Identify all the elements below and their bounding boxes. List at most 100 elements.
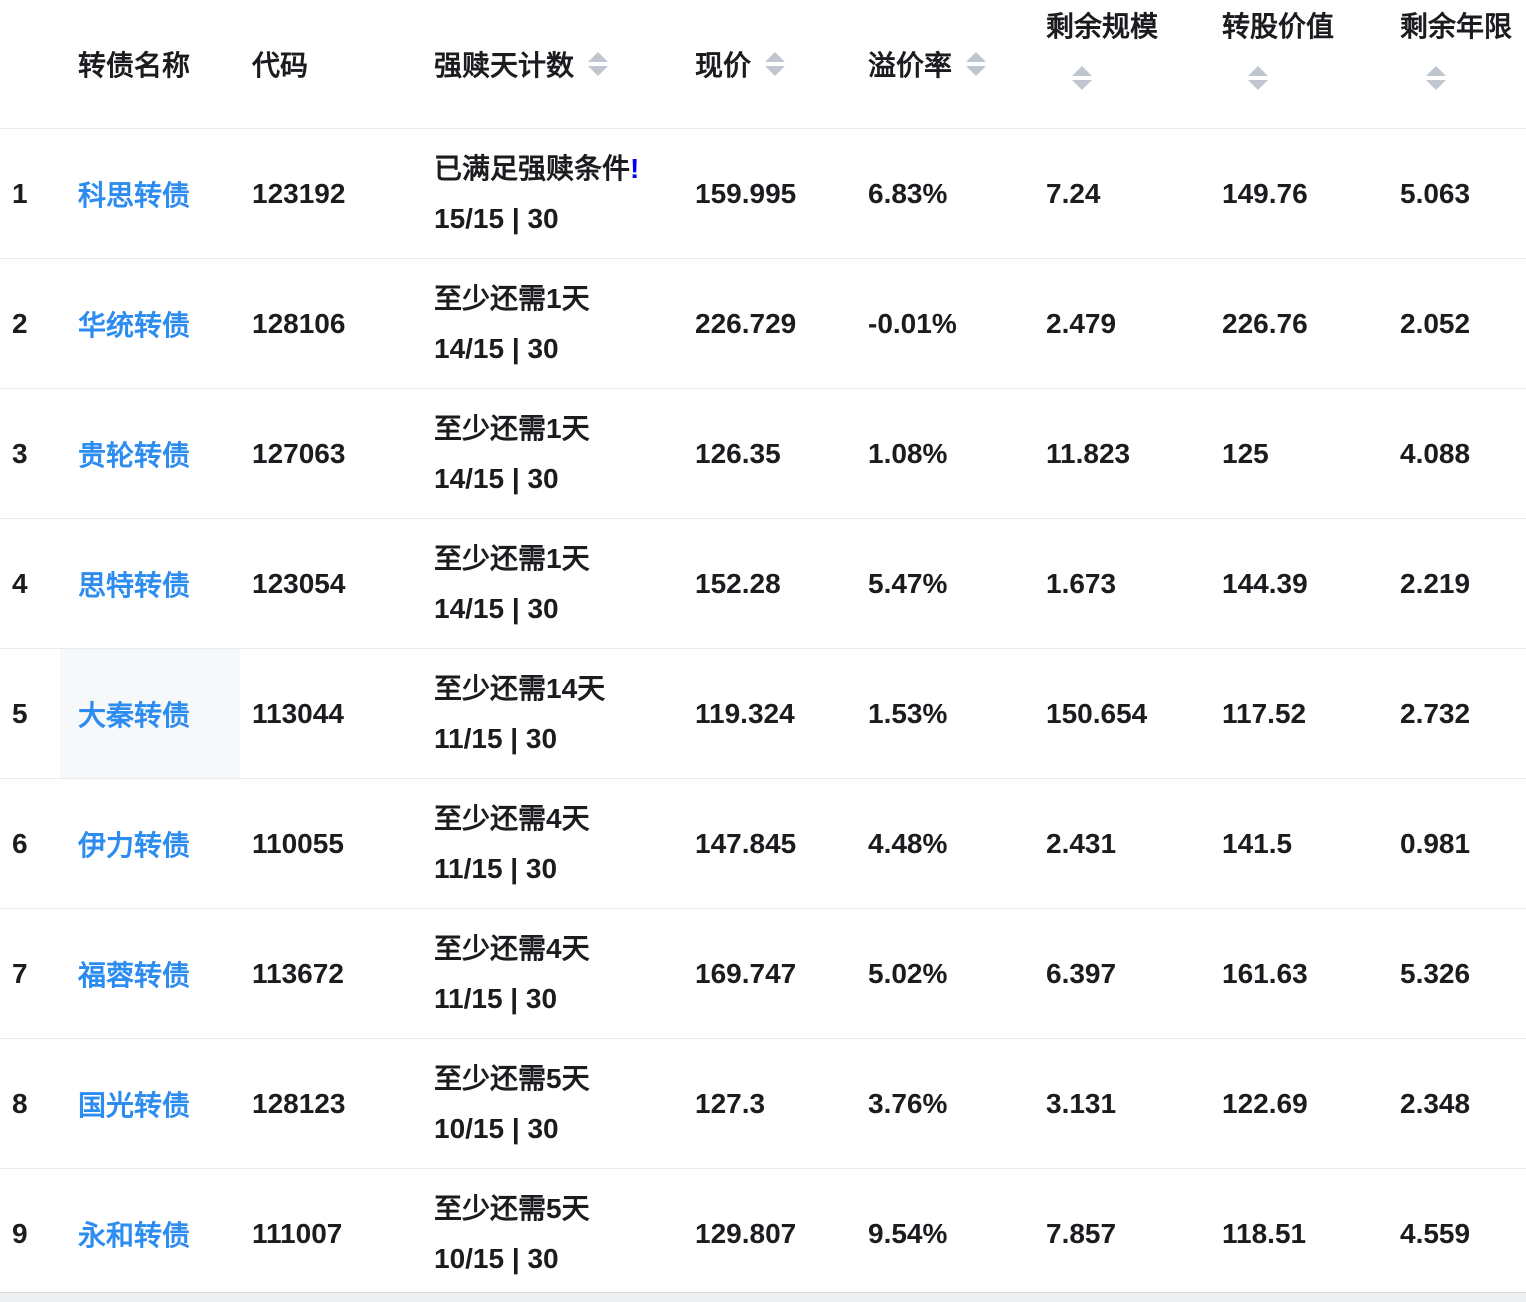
bond-name-cell: 科思转债 <box>60 128 240 259</box>
premium-rate: 4.48% <box>855 778 1035 909</box>
bond-name-link[interactable]: 国光转债 <box>78 1089 191 1121</box>
remaining-size: 1.673 <box>1035 518 1210 649</box>
header-label: 转债名称 <box>78 50 191 81</box>
bond-name-cell: 伊力转债 <box>60 778 240 909</box>
remaining-size: 2.479 <box>1035 258 1210 389</box>
header-index <box>0 0 60 129</box>
row-index: 3 <box>0 388 60 519</box>
premium-rate: 5.02% <box>855 908 1035 1039</box>
remaining-size: 2.431 <box>1035 778 1210 909</box>
table-row: 7 福蓉转债 113672 至少还需4天 11/15 | 30 169.747 … <box>0 908 1526 1039</box>
row-index: 4 <box>0 518 60 649</box>
premium-rate: 1.53% <box>855 648 1035 779</box>
bond-name-link[interactable]: 大秦转债 <box>78 699 191 731</box>
conversion-value: 161.63 <box>1210 908 1390 1039</box>
premium-rate: 5.47% <box>855 518 1035 649</box>
redeem-count-cell: 至少还需1天 14/15 | 30 <box>420 258 680 389</box>
row-index: 1 <box>0 128 60 259</box>
bond-code: 123192 <box>240 128 420 259</box>
remaining-years: 4.088 <box>1390 388 1526 519</box>
row-index: 5 <box>0 648 60 779</box>
header-row: 转债名称 代码 强赎天计数 现价 溢价率 <box>0 0 1526 129</box>
bond-name-cell: 福蓉转债 <box>60 908 240 1039</box>
redeem-progress: 10/15 | 30 <box>434 1112 559 1144</box>
redeem-count-cell: 至少还需1天 14/15 | 30 <box>420 518 680 649</box>
remaining-size: 3.131 <box>1035 1038 1210 1169</box>
table-header: 转债名称 代码 强赎天计数 现价 溢价率 <box>0 0 1526 129</box>
redeem-status: 至少还需1天 <box>434 412 590 444</box>
conversion-value: 141.5 <box>1210 778 1390 909</box>
bond-name-link[interactable]: 永和转债 <box>78 1219 191 1251</box>
header-premium: 溢价率 <box>855 0 1035 129</box>
header-label: 剩余规模 <box>1046 11 1159 42</box>
redeem-progress: 15/15 | 30 <box>434 202 559 234</box>
current-price: 126.35 <box>680 388 855 519</box>
header-label: 强赎天计数 <box>434 50 575 81</box>
current-price: 129.807 <box>680 1168 855 1299</box>
sort-caret-icon[interactable] <box>765 52 786 76</box>
sort-caret-icon[interactable] <box>588 52 609 76</box>
header-label: 现价 <box>695 50 752 81</box>
bond-name-cell: 华统转债 <box>60 258 240 389</box>
bond-name-link[interactable]: 科思转债 <box>78 179 191 211</box>
header-redeem-count: 强赎天计数 <box>420 0 680 129</box>
bond-name-link[interactable]: 福蓉转债 <box>78 959 191 991</box>
remaining-years: 2.219 <box>1390 518 1526 649</box>
redeem-status: 已满足强赎条件 <box>434 152 631 184</box>
sort-caret-icon[interactable] <box>966 52 987 76</box>
current-price: 152.28 <box>680 518 855 649</box>
sort-caret-icon[interactable] <box>1072 66 1092 90</box>
redeem-count-cell: 已满足强赎条件! 15/15 | 30 <box>420 128 680 259</box>
current-price: 119.324 <box>680 648 855 779</box>
conversion-value: 118.51 <box>1210 1168 1390 1299</box>
bond-code: 127063 <box>240 388 420 519</box>
premium-rate: 6.83% <box>855 128 1035 259</box>
sort-caret-icon[interactable] <box>1248 66 1268 90</box>
current-price: 169.747 <box>680 908 855 1039</box>
table-row: 2 华统转债 128106 至少还需1天 14/15 | 30 226.729 … <box>0 258 1526 389</box>
remaining-years: 2.348 <box>1390 1038 1526 1169</box>
remaining-years: 0.981 <box>1390 778 1526 909</box>
header-remaining-size: 剩余规模 <box>1035 0 1210 129</box>
table-row: 4 思特转债 123054 至少还需1天 14/15 | 30 152.28 5… <box>0 518 1526 649</box>
remaining-size: 6.397 <box>1035 908 1210 1039</box>
redeem-status: 至少还需4天 <box>434 932 590 964</box>
row-index: 9 <box>0 1168 60 1299</box>
redeem-status: 至少还需4天 <box>434 802 590 834</box>
remaining-size: 7.24 <box>1035 128 1210 259</box>
row-index: 7 <box>0 908 60 1039</box>
row-index: 6 <box>0 778 60 909</box>
bond-name-cell: 永和转债 <box>60 1168 240 1299</box>
bond-name-link[interactable]: 华统转债 <box>78 309 191 341</box>
current-price: 127.3 <box>680 1038 855 1169</box>
redeem-status: 至少还需5天 <box>434 1062 590 1094</box>
remaining-years: 4.559 <box>1390 1168 1526 1299</box>
redeem-progress: 11/15 | 30 <box>434 852 558 884</box>
conversion-value: 149.76 <box>1210 128 1390 259</box>
premium-rate: 9.54% <box>855 1168 1035 1299</box>
bond-name-link[interactable]: 伊力转债 <box>78 829 191 861</box>
conversion-value: 125 <box>1210 388 1390 519</box>
bond-name-cell: 国光转债 <box>60 1038 240 1169</box>
bond-name-link[interactable]: 思特转债 <box>78 569 191 601</box>
header-code: 代码 <box>240 0 420 129</box>
redeem-status: 至少还需5天 <box>434 1192 590 1224</box>
redeem-count-cell: 至少还需5天 10/15 | 30 <box>420 1038 680 1169</box>
row-index: 2 <box>0 258 60 389</box>
premium-rate: 3.76% <box>855 1038 1035 1169</box>
table-row: 8 国光转债 128123 至少还需5天 10/15 | 30 127.3 3.… <box>0 1038 1526 1169</box>
bond-name-cell: 大秦转债 <box>60 648 240 779</box>
redeem-status: 至少还需14天 <box>434 672 606 704</box>
bond-code: 113044 <box>240 648 420 779</box>
bond-name-cell: 思特转债 <box>60 518 240 649</box>
bond-name-link[interactable]: 贵轮转债 <box>78 439 191 471</box>
redeem-progress: 10/15 | 30 <box>434 1242 559 1274</box>
redeem-progress: 14/15 | 30 <box>434 332 559 364</box>
redeem-count-cell: 至少还需4天 11/15 | 30 <box>420 908 680 1039</box>
redeem-count-cell: 至少还需14天 11/15 | 30 <box>420 648 680 779</box>
table-row: 3 贵轮转债 127063 至少还需1天 14/15 | 30 126.35 1… <box>0 388 1526 519</box>
remaining-years: 2.052 <box>1390 258 1526 389</box>
redeem-status: 至少还需1天 <box>434 282 590 314</box>
sort-caret-icon[interactable] <box>1426 66 1446 90</box>
